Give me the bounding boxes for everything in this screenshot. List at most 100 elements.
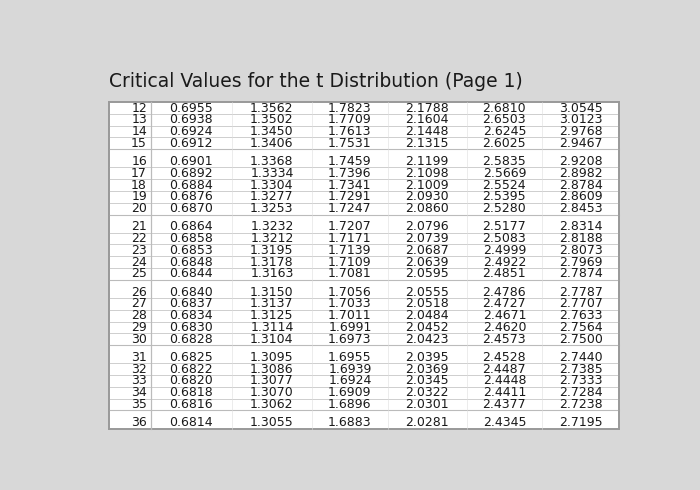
- Text: 2.1448: 2.1448: [405, 125, 449, 138]
- Text: 2.0301: 2.0301: [405, 398, 449, 411]
- Text: 2.0281: 2.0281: [405, 416, 449, 429]
- Text: 16: 16: [131, 155, 147, 168]
- Text: 0.6853: 0.6853: [169, 244, 214, 257]
- Text: 1.6883: 1.6883: [328, 416, 372, 429]
- Text: 1.7247: 1.7247: [328, 202, 372, 215]
- Text: 2.7633: 2.7633: [559, 309, 603, 322]
- Text: 0.6864: 0.6864: [169, 220, 213, 233]
- Text: 1.3304: 1.3304: [250, 178, 293, 192]
- Text: 2.6810: 2.6810: [482, 101, 526, 115]
- Text: 1.6973: 1.6973: [328, 333, 372, 345]
- Text: 2.4727: 2.4727: [482, 297, 526, 310]
- Text: 19: 19: [131, 190, 147, 203]
- Text: 2.7385: 2.7385: [559, 363, 603, 376]
- Text: 0.6830: 0.6830: [169, 321, 214, 334]
- Text: 27: 27: [131, 297, 147, 310]
- Text: 2.4999: 2.4999: [483, 244, 526, 257]
- Text: 2.0930: 2.0930: [405, 190, 449, 203]
- Text: 1.7033: 1.7033: [328, 297, 372, 310]
- Text: 0.6848: 0.6848: [169, 256, 214, 269]
- Text: 12: 12: [131, 101, 147, 115]
- Text: 0.6912: 0.6912: [169, 137, 213, 150]
- Text: 2.7195: 2.7195: [559, 416, 603, 429]
- Text: 0.6822: 0.6822: [169, 363, 213, 376]
- Text: 2.9467: 2.9467: [559, 137, 603, 150]
- Text: 2.4671: 2.4671: [483, 309, 526, 322]
- Text: 2.0452: 2.0452: [405, 321, 449, 334]
- Text: 2.6025: 2.6025: [482, 137, 526, 150]
- Text: 1.7341: 1.7341: [328, 178, 372, 192]
- Text: 0.6825: 0.6825: [169, 351, 214, 364]
- Text: 0.6892: 0.6892: [169, 167, 213, 180]
- Text: 17: 17: [131, 167, 147, 180]
- Text: 2.7787: 2.7787: [559, 286, 603, 298]
- Text: 25: 25: [131, 268, 147, 280]
- Text: 2.7238: 2.7238: [559, 398, 603, 411]
- Text: 2.1788: 2.1788: [405, 101, 449, 115]
- Text: 1.6991: 1.6991: [328, 321, 372, 334]
- Text: 2.5835: 2.5835: [482, 155, 526, 168]
- Text: 1.3195: 1.3195: [250, 244, 293, 257]
- Text: 1.3253: 1.3253: [250, 202, 293, 215]
- Text: 0.6938: 0.6938: [169, 113, 213, 126]
- Text: 2.7874: 2.7874: [559, 268, 603, 280]
- Text: 2.0555: 2.0555: [405, 286, 449, 298]
- Text: 1.6909: 1.6909: [328, 386, 372, 399]
- Text: 1.3163: 1.3163: [250, 268, 293, 280]
- Text: 0.6901: 0.6901: [169, 155, 213, 168]
- Text: 2.7284: 2.7284: [559, 386, 603, 399]
- Text: 0.6814: 0.6814: [169, 416, 213, 429]
- Text: 1.3277: 1.3277: [250, 190, 294, 203]
- Text: 23: 23: [131, 244, 147, 257]
- Text: 2.1199: 2.1199: [405, 155, 449, 168]
- Text: 1.7709: 1.7709: [328, 113, 372, 126]
- Text: 1.7109: 1.7109: [328, 256, 372, 269]
- Text: 0.6924: 0.6924: [169, 125, 213, 138]
- Text: 2.1315: 2.1315: [405, 137, 449, 150]
- Text: 2.6503: 2.6503: [482, 113, 526, 126]
- Text: 3.0545: 3.0545: [559, 101, 603, 115]
- Text: 2.4377: 2.4377: [482, 398, 526, 411]
- Text: Critical Values for the t Distribution (Page 1): Critical Values for the t Distribution (…: [109, 72, 523, 91]
- Text: 2.4528: 2.4528: [482, 351, 526, 364]
- Text: 0.6818: 0.6818: [169, 386, 214, 399]
- Text: 2.4573: 2.4573: [482, 333, 526, 345]
- Text: 35: 35: [131, 398, 147, 411]
- Text: 24: 24: [131, 256, 147, 269]
- Text: 0.6828: 0.6828: [169, 333, 214, 345]
- Text: 2.1009: 2.1009: [405, 178, 449, 192]
- Text: 1.3114: 1.3114: [250, 321, 293, 334]
- Text: 1.3406: 1.3406: [250, 137, 293, 150]
- Text: 0.6816: 0.6816: [169, 398, 213, 411]
- Text: 1.3104: 1.3104: [250, 333, 293, 345]
- Text: 2.4786: 2.4786: [482, 286, 526, 298]
- Text: 29: 29: [131, 321, 147, 334]
- Text: 18: 18: [131, 178, 147, 192]
- Text: 2.8982: 2.8982: [559, 167, 603, 180]
- Text: 2.0796: 2.0796: [405, 220, 449, 233]
- Text: 1.7207: 1.7207: [328, 220, 372, 233]
- Text: 2.8453: 2.8453: [559, 202, 603, 215]
- Text: 2.7969: 2.7969: [559, 256, 603, 269]
- Text: 2.7333: 2.7333: [559, 374, 603, 388]
- Text: 2.0639: 2.0639: [405, 256, 449, 269]
- Text: 0.6834: 0.6834: [169, 309, 213, 322]
- Text: 0.6858: 0.6858: [169, 232, 214, 245]
- Text: 0.6837: 0.6837: [169, 297, 214, 310]
- Text: 32: 32: [131, 363, 147, 376]
- Text: 2.1604: 2.1604: [405, 113, 449, 126]
- Text: 2.8073: 2.8073: [559, 244, 603, 257]
- Text: 2.6245: 2.6245: [483, 125, 526, 138]
- Text: 1.7081: 1.7081: [328, 268, 372, 280]
- Text: 1.3232: 1.3232: [250, 220, 293, 233]
- Text: 0.6820: 0.6820: [169, 374, 214, 388]
- Text: 2.8314: 2.8314: [559, 220, 603, 233]
- Text: 0.6955: 0.6955: [169, 101, 214, 115]
- Text: 2.7500: 2.7500: [559, 333, 603, 345]
- Text: 34: 34: [131, 386, 147, 399]
- Text: 1.3178: 1.3178: [250, 256, 294, 269]
- Text: 2.9768: 2.9768: [559, 125, 603, 138]
- Text: 2.5395: 2.5395: [482, 190, 526, 203]
- Text: 1.3368: 1.3368: [250, 155, 293, 168]
- Text: 1.3062: 1.3062: [250, 398, 293, 411]
